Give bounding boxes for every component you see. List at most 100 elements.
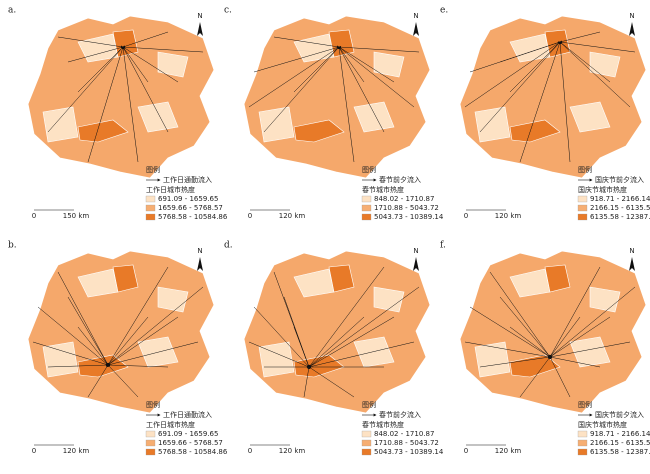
- flow-arrow: [87, 364, 109, 398]
- north-arrow: [413, 257, 419, 271]
- region: [258, 106, 295, 143]
- legend-swatch: [145, 213, 156, 221]
- legend-heat-title: 国庆节城市热度: [578, 420, 627, 429]
- region: [474, 106, 511, 143]
- region: [137, 101, 179, 133]
- legend-swatch: [361, 439, 372, 447]
- legend-flow: 国庆节前夕流入: [595, 175, 644, 184]
- legend-swatch: [577, 448, 588, 456]
- region: [373, 286, 405, 313]
- flow-arrow: [122, 46, 179, 83]
- flow-arrow: [464, 341, 551, 358]
- region: [544, 264, 571, 293]
- north-label: N: [413, 12, 418, 20]
- flow-arrow: [107, 364, 139, 398]
- flow-arrow: [338, 46, 415, 108]
- flow-arrow: [67, 46, 124, 63]
- flow-arrow: [37, 306, 109, 366]
- panel-label: d.: [224, 241, 233, 251]
- flow-arrow: [479, 356, 551, 368]
- flow-arrow: [559, 31, 601, 43]
- flow-arrow: [263, 46, 340, 133]
- flow-arrow: [308, 266, 385, 368]
- flow-arrow: [248, 341, 310, 368]
- panel-label: c.: [224, 6, 232, 16]
- scale-label: 150 km: [63, 212, 90, 220]
- legend-class: 1710.88 - 5043.72: [374, 439, 439, 447]
- flow-arrow: [479, 41, 561, 133]
- region: [328, 29, 355, 58]
- legend-swatch: [577, 195, 588, 203]
- flow-arrow: [549, 286, 636, 358]
- flow-arrow: [509, 326, 551, 358]
- flow-arrow: [107, 363, 169, 368]
- flow-arrow: [57, 271, 109, 366]
- legend-title: 图例: [578, 165, 592, 174]
- scale-label: 120 km: [279, 447, 306, 455]
- legend-heat-title: 国庆节城市热度: [578, 185, 627, 194]
- panel-label: b.: [8, 241, 17, 251]
- legend-flow: 国庆节前夕流入: [595, 410, 644, 419]
- legend-class: 691.09 - 1659.65: [158, 195, 218, 203]
- flow-arrow: [559, 41, 636, 53]
- flow-arrow: [122, 45, 204, 53]
- flow-arrow: [308, 341, 415, 368]
- scale-label: 120 km: [279, 212, 306, 220]
- legend-title: 图例: [146, 165, 160, 174]
- flow-arrow: [338, 46, 395, 83]
- flow-arrow: [549, 316, 581, 358]
- flow-arrow: [122, 46, 139, 163]
- flow-arrow: [549, 341, 631, 358]
- north-arrow: [629, 22, 635, 36]
- legend-swatch: [577, 430, 588, 438]
- region: [77, 354, 129, 378]
- legend-title: 图例: [146, 400, 160, 409]
- flow-arrow: [293, 46, 340, 93]
- legend-class: 5043.73 - 10389.14: [374, 448, 444, 456]
- legend-swatch: [145, 195, 156, 203]
- legend-title: 图例: [362, 165, 376, 174]
- north-label: N: [629, 247, 634, 255]
- flow-arrow: [87, 46, 124, 163]
- scale-label: 120 km: [495, 447, 522, 455]
- legend-class: 5768.58 - 10584.86: [158, 448, 228, 456]
- north-arrow: [413, 22, 419, 36]
- flow-arrow: [273, 36, 340, 48]
- legend-class: 6135.58 - 12387.43: [590, 448, 650, 456]
- flow-arrow: [32, 341, 109, 366]
- legend-class: 918.71 - 2166.14: [590, 195, 650, 203]
- legend-class: 5043.73 - 10389.14: [374, 213, 444, 221]
- region: [589, 51, 621, 78]
- flow-arrow: [77, 46, 124, 93]
- scale-label: 0: [248, 212, 252, 220]
- flow-arrow: [549, 356, 601, 368]
- legend-title: 图例: [578, 400, 592, 409]
- region: [509, 119, 561, 143]
- flow-arrow: [107, 286, 204, 366]
- legend-heat-title: 春节城市热度: [362, 185, 404, 194]
- flow-arrow: [303, 366, 310, 398]
- flow-arrow: [308, 316, 365, 368]
- flow-arrow: [558, 41, 571, 163]
- panel-label: f.: [440, 241, 446, 251]
- flow-arrow: [67, 296, 109, 366]
- flow-arrow: [338, 46, 385, 133]
- scale-label: 0: [464, 212, 468, 220]
- legend-swatch: [361, 430, 372, 438]
- flow-arrow: [77, 326, 109, 366]
- legend-swatch: [361, 195, 372, 203]
- north-arrow: [629, 257, 635, 271]
- region: [42, 106, 79, 143]
- flow-arrow: [57, 36, 124, 48]
- region: [258, 341, 295, 378]
- north-arrow: [197, 22, 203, 36]
- legend-swatch: [361, 204, 372, 212]
- flow-arrow: [283, 296, 310, 368]
- legend-flow: 工作日通勤流入: [163, 410, 212, 419]
- flow-arrow: [107, 316, 179, 366]
- legend-class: 1710.88 - 5043.72: [374, 204, 439, 212]
